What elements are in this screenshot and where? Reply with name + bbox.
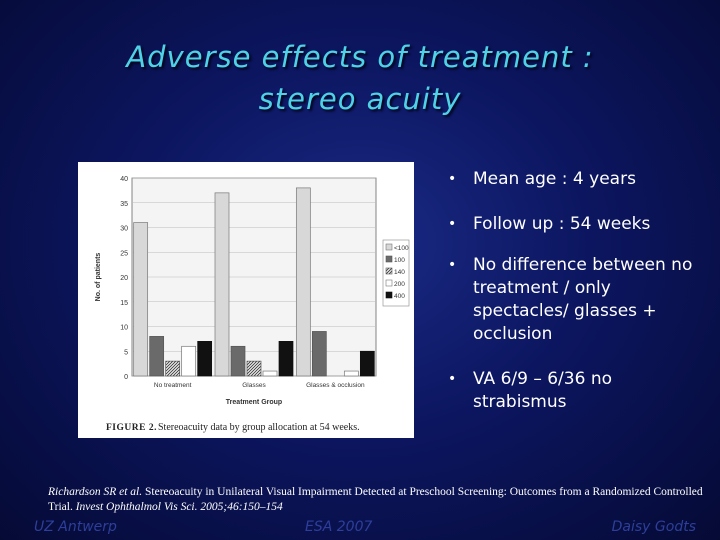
legend-swatch — [385, 255, 393, 263]
slide-title: Adverse effects of treatment : stereo ac… — [0, 36, 720, 120]
bar — [165, 360, 181, 377]
bar — [343, 370, 359, 377]
y-tick-label: 10 — [120, 325, 128, 332]
legend-label: 400 — [394, 293, 405, 300]
bullet-item: • VA 6/9 – 6/36 no strabismus — [448, 368, 698, 414]
legend-label: 100 — [394, 257, 405, 264]
bar — [181, 345, 197, 377]
y-axis-label: No. of patients — [95, 253, 102, 302]
footer-left: UZ Antwerp — [34, 519, 117, 535]
legend-swatch — [385, 279, 393, 287]
figure-caption-label: FIGURE 2. — [106, 423, 157, 433]
reference-citation: Richardson SR et al. Stereoacuity in Uni… — [48, 485, 708, 515]
bar — [262, 370, 278, 377]
legend-label: 140 — [394, 269, 405, 276]
bar — [214, 192, 230, 377]
bar — [359, 350, 375, 377]
reference-journal: Invest Ophthalmol Vis Sci. — [75, 501, 198, 513]
bullet-dot-icon: • — [448, 371, 457, 387]
title-line-2: stereo acuity — [258, 82, 462, 116]
bullet-list: • Mean age : 4 years • Follow up : 54 week… — [448, 168, 698, 414]
bullet-dot-icon: • — [448, 257, 457, 273]
y-tick-label: 35 — [120, 201, 128, 208]
bullet-text: No difference between no treatment / onl… — [473, 255, 693, 344]
bar — [133, 222, 149, 377]
bullet-dot-icon: • — [448, 216, 457, 232]
legend-label: <100 — [394, 245, 409, 252]
y-tick-label: 15 — [120, 300, 128, 307]
y-tick-label: 25 — [120, 250, 128, 257]
reference-authors: Richardson SR et al. — [48, 486, 143, 498]
x-axis-label: Treatment Group — [226, 399, 282, 406]
figure-caption-text: Stereoacuity data by group allocation at… — [158, 422, 360, 433]
bar — [230, 345, 246, 377]
legend-swatch — [385, 267, 393, 275]
bar — [295, 187, 311, 377]
y-tick-label: 40 — [120, 176, 128, 183]
y-tick-label: 30 — [120, 226, 128, 233]
footer-center: ESA 2007 — [305, 519, 373, 535]
bullet-text: Mean age : 4 years — [473, 169, 636, 189]
legend-swatch — [385, 243, 393, 251]
bullet-item: • Mean age : 4 years — [448, 168, 698, 191]
x-tick-label: No treatment — [154, 382, 192, 389]
bar — [246, 360, 262, 377]
bar — [311, 331, 327, 377]
y-tick-label: 0 — [124, 374, 128, 381]
footer-right: Daisy Godts — [611, 519, 696, 535]
y-tick-label: 20 — [120, 275, 128, 282]
bar — [197, 341, 213, 377]
x-tick-label: Glasses — [242, 382, 266, 389]
bullet-item: • No difference between no treatment / on… — [448, 254, 698, 346]
bar — [149, 336, 165, 377]
reference-citation-number: 2005;46:150–154 — [200, 501, 283, 513]
bullet-dot-icon: • — [448, 171, 457, 187]
title-line-1: Adverse effects of treatment : — [126, 40, 594, 74]
bar-chart: 0 5 10 15 20 25 30 35 40 No treatment Glasses Glass… — [95, 176, 410, 433]
bar — [278, 341, 294, 377]
chart-figure: 0 5 10 15 20 25 30 35 40 No treatment Glasses Glass… — [78, 162, 414, 438]
legend-swatch — [385, 291, 393, 299]
reference-title: Stereoacuity in Unilateral Visual Impair… — [48, 486, 703, 513]
bullet-text: VA 6/9 – 6/36 no strabismus — [473, 369, 612, 412]
legend-label: 200 — [394, 281, 405, 288]
y-tick-label: 5 — [124, 349, 128, 356]
bullet-item: • Follow up : 54 weeks — [448, 213, 698, 236]
x-tick-label: Glasses & occlusion — [306, 382, 365, 389]
bullet-text: Follow up : 54 weeks — [473, 214, 651, 234]
